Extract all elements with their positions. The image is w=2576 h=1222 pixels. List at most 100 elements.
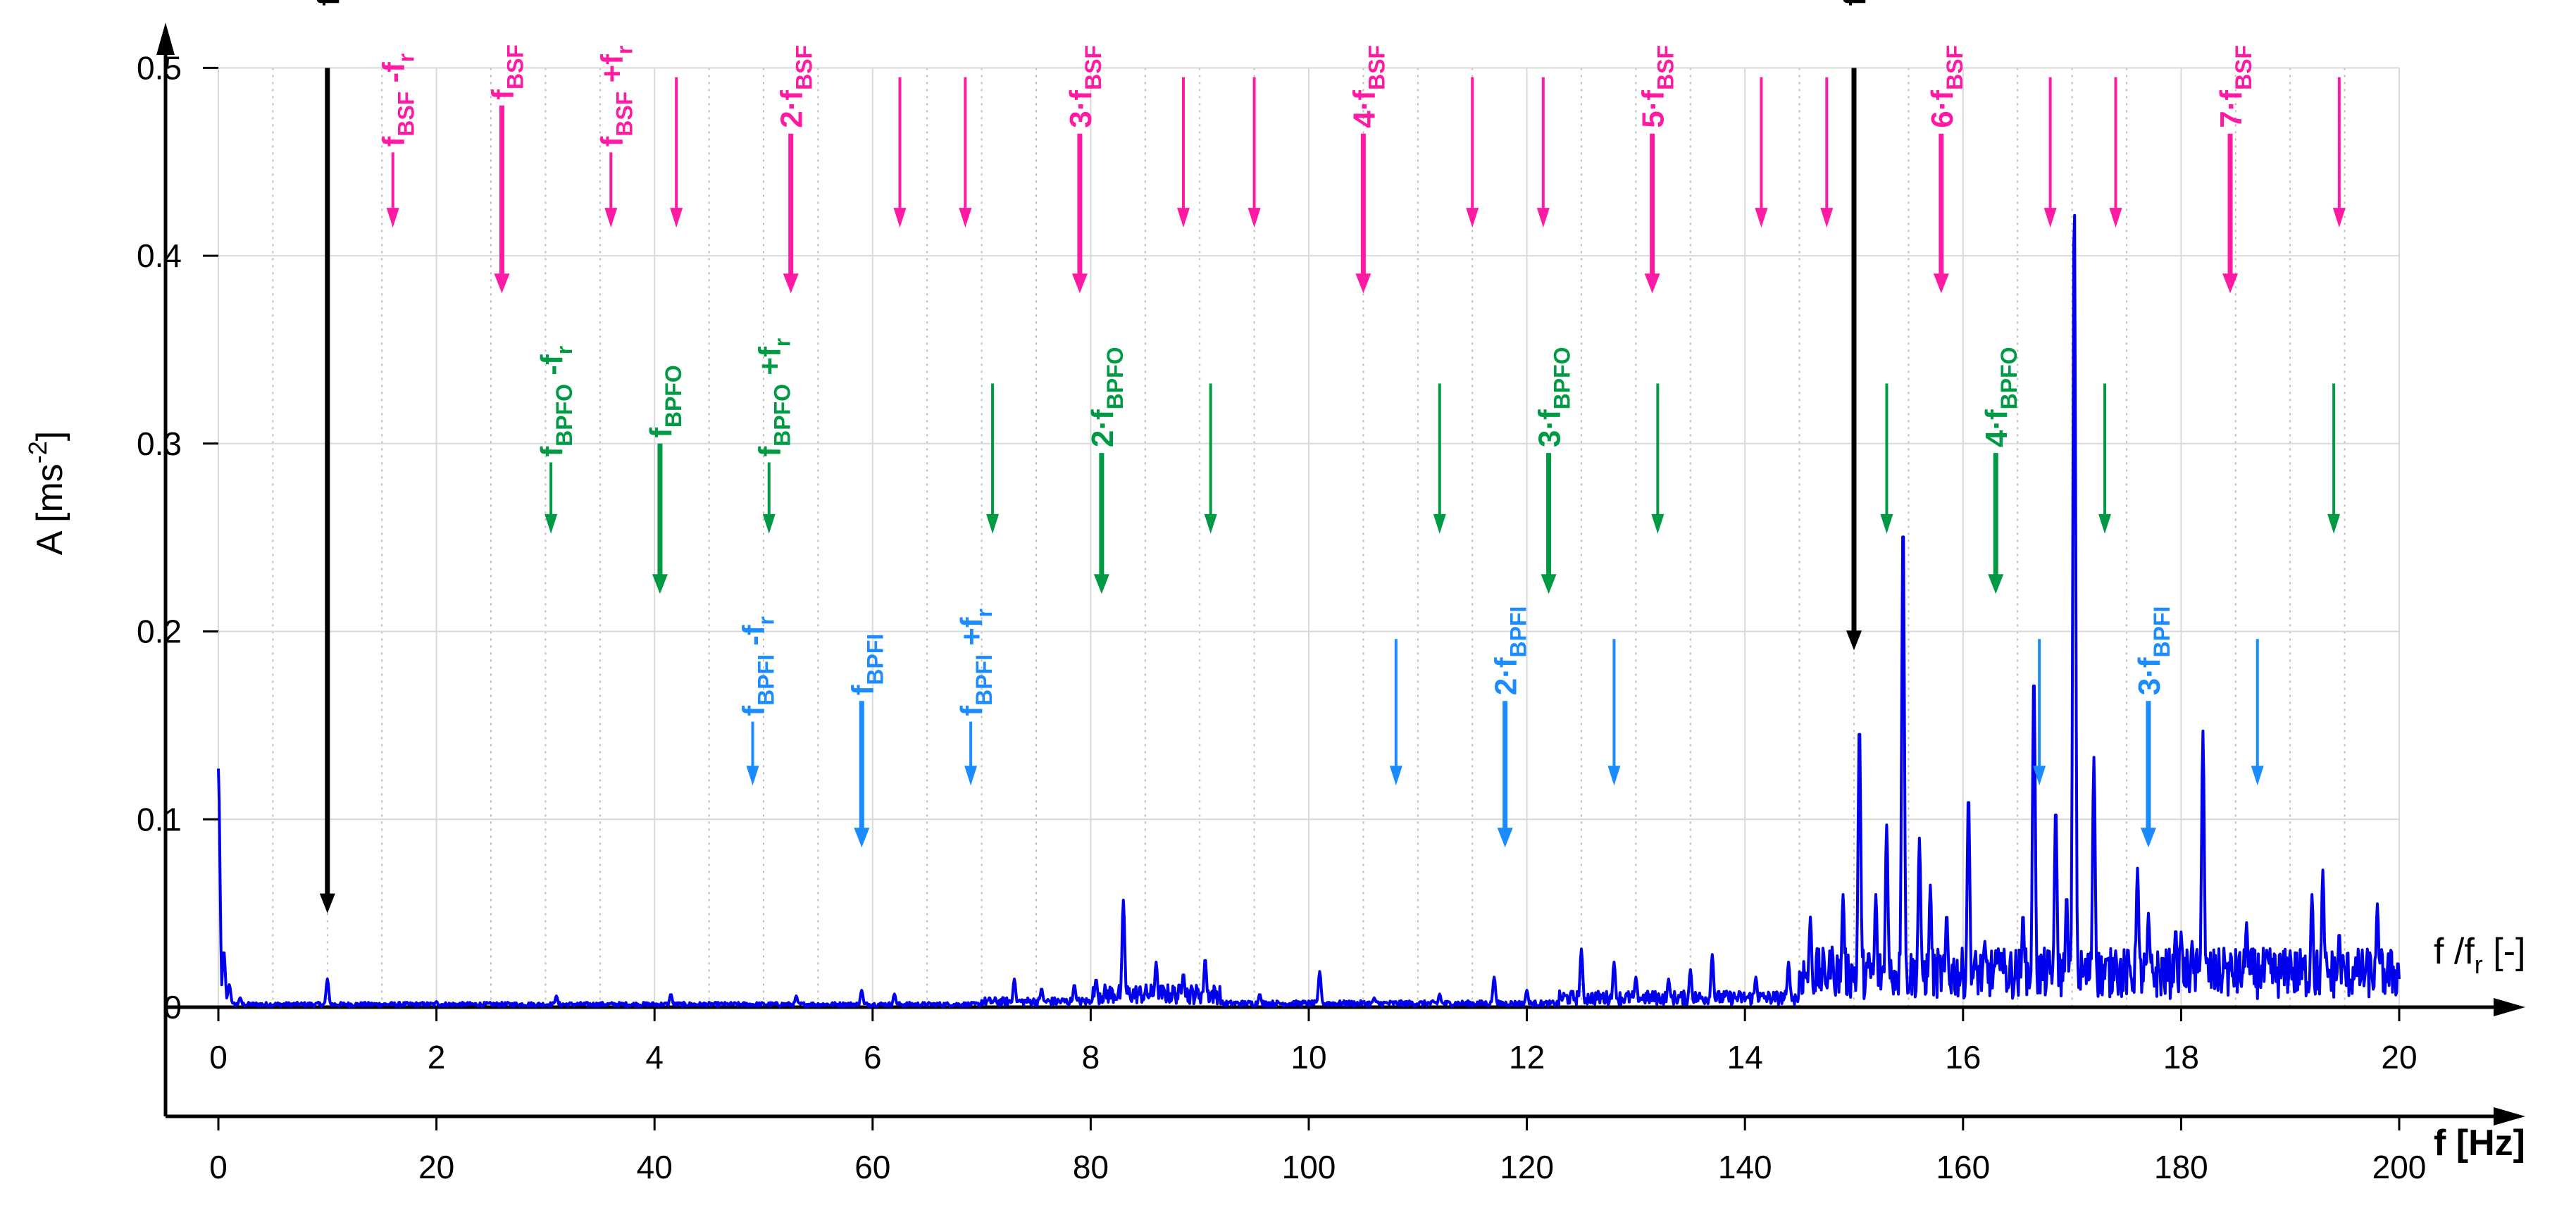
spectrum-peak (1074, 983, 1076, 985)
rotation-arrow-label: fs (1838, 0, 1880, 6)
bsf-arrow-label: 4·fBSF (1347, 45, 1389, 128)
spectrum-peak (2022, 912, 2024, 914)
axes (156, 23, 2525, 1130)
x-tick-label-hz: 80 (1073, 1149, 1109, 1185)
bpfi-arrowhead (1389, 766, 1402, 786)
spectrum-peak (1635, 976, 1637, 978)
bsf-arrowhead (2222, 273, 2239, 294)
bsf-arrowhead (386, 208, 399, 228)
y-tick-label: 0.2 (137, 613, 182, 650)
spectrum-peak (2180, 931, 2182, 933)
spectrum-peak (1155, 961, 1157, 963)
spectrum-peak (2055, 805, 2057, 807)
spectrum-peak (218, 768, 220, 770)
spectrum-peak (2377, 903, 2379, 905)
spectrum-peak (1204, 957, 1206, 959)
spectrum-peak (2224, 959, 2226, 961)
x-tick-label-hz: 60 (854, 1149, 890, 1185)
bsf-arrow-label: fBSF (485, 44, 528, 100)
bsf-arrowhead (494, 273, 510, 294)
spectrum-peak (228, 983, 230, 985)
spectrum-peak (2065, 893, 2067, 895)
x-tick-label-order: 0 (209, 1039, 228, 1076)
bpfo-arrow-label: 3·fBPFO (1533, 347, 1575, 447)
bpfo-arrowhead (1541, 574, 1557, 594)
spectrum-peak (1984, 940, 1986, 942)
bpfo-arrowhead (986, 513, 1000, 534)
bpfi-arrowhead (2251, 766, 2264, 786)
bpfi-arrow-label: 3·fBPFI (2132, 606, 2174, 696)
bsf-arrow-label: 3·fBSF (1064, 45, 1106, 128)
bsf-arrowhead (1247, 208, 1261, 228)
spectrum-peak (2267, 959, 2270, 961)
spectrum-peak (1438, 993, 1441, 995)
x-tick-label-order: 16 (1945, 1039, 1981, 1076)
y-axis-arrowhead (156, 23, 175, 55)
x-tick-label-order: 6 (864, 1039, 882, 1076)
bpfi-arrowhead (854, 828, 870, 848)
spectrum-peak (435, 1000, 437, 1002)
spectrum-peak (1040, 987, 1043, 990)
spectrum-peak (2000, 949, 2002, 952)
x-tick-label-hz: 20 (418, 1149, 454, 1185)
x-tick-label-hz: 0 (209, 1149, 228, 1185)
spectrum-peak (1581, 948, 1583, 950)
spectrum-peak (2246, 921, 2248, 923)
spectrum-peak (2147, 912, 2149, 914)
x-tick-label-hz: 100 (1282, 1149, 1336, 1185)
bpfo-arrowhead (1880, 513, 1893, 534)
spectrum-peak (1755, 976, 1757, 978)
bpfo-arrowhead (1988, 574, 2004, 594)
bpfo-arrowhead (1093, 574, 1109, 594)
bpfo-arrowhead (1433, 513, 1446, 534)
spectrum-peak (861, 989, 863, 991)
spectrum-peak (1122, 899, 1124, 901)
x-tick-label-hz: 120 (1500, 1149, 1554, 1185)
bsf-arrowhead (1176, 208, 1190, 228)
spectrum-peak (1886, 824, 1888, 826)
bpfi-arrow-label: fBPFI -fr (737, 616, 779, 716)
y-tick-label: 0.3 (137, 425, 182, 462)
spectrum-peak (1182, 972, 1184, 974)
bsf-arrowhead (2109, 208, 2122, 228)
spectrum-peak (1613, 961, 1615, 963)
spectrum-peak (2115, 949, 2117, 952)
rotation-arrowhead (1846, 630, 1862, 651)
x-tick-label-hz: 180 (2154, 1149, 2208, 1185)
spectrum-peak (2289, 949, 2291, 952)
rotation-arrowhead (319, 893, 335, 914)
y-axis-label: A [ms-2] (23, 431, 70, 556)
bsf-arrow-label: 2·fBSF (775, 45, 817, 128)
spectrum-peak (1902, 514, 1904, 516)
x-tick-label-order: 4 (645, 1039, 664, 1076)
spectrum-peak (2202, 730, 2204, 732)
x-tick-label-order: 10 (1290, 1039, 1326, 1076)
bpfo-arrowhead (762, 513, 776, 534)
spectrum-peak (2355, 968, 2357, 971)
bpfi-arrow-label: fBPFI +fr (954, 609, 997, 716)
spectrum-peak (2322, 869, 2324, 871)
bsf-arrow-label: fBSF -fr (377, 54, 419, 147)
x-axis-label-hz: f [Hz] (2434, 1123, 2525, 1164)
bsf-arrow-label: 6·fBSF (1925, 45, 1967, 128)
spectrum-peak (2073, 191, 2075, 193)
spectrum-peak (1858, 721, 1860, 723)
bpfi-arrowhead (2033, 766, 2046, 786)
spectrum-peak (2174, 927, 2177, 929)
x-tick-label-order: 12 (1509, 1039, 1545, 1076)
x-axis-label-order: f /fr [-] (2434, 931, 2525, 979)
x-tick-label-order: 18 (2163, 1039, 2199, 1076)
spectrum-peak (1918, 837, 1920, 839)
bsf-arrow-label: 5·fBSF (1636, 45, 1679, 128)
bpfi-arrow-label: fBPFI (845, 634, 888, 696)
bsf-arrowhead (1644, 273, 1660, 294)
bsf-arrowhead (1820, 208, 1834, 228)
x-tick-label-order: 2 (428, 1039, 446, 1076)
x-tick-label-hz: 140 (1718, 1149, 1772, 1185)
bsf-arrowhead (783, 273, 799, 294)
bsf-arrowhead (1355, 273, 1371, 294)
spectrum-peak (1526, 989, 1528, 991)
bpfo-arrow-label: fBPFO -fr (535, 346, 577, 457)
bsf-arrowhead (893, 208, 907, 228)
